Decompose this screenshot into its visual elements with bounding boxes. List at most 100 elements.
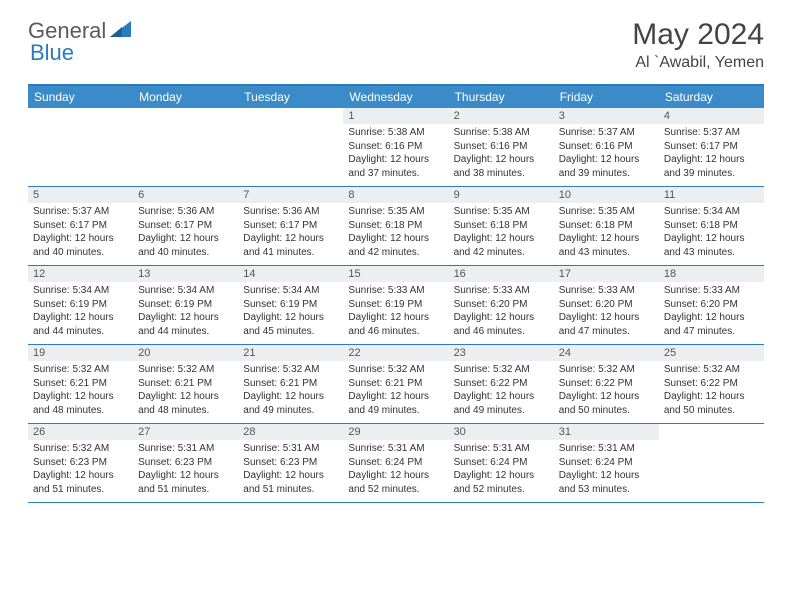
logo-blue-row: Blue (30, 40, 74, 66)
day-number: 8 (343, 187, 448, 203)
day-number: 31 (554, 424, 659, 440)
day-number (133, 108, 238, 112)
day-number: 1 (343, 108, 448, 124)
day-data: Sunrise: 5:38 AMSunset: 6:16 PMDaylight:… (449, 124, 554, 184)
week-row: 12Sunrise: 5:34 AMSunset: 6:19 PMDayligh… (28, 266, 764, 345)
day-data: Sunrise: 5:32 AMSunset: 6:21 PMDaylight:… (133, 361, 238, 421)
day-number: 22 (343, 345, 448, 361)
day-cell: 31Sunrise: 5:31 AMSunset: 6:24 PMDayligh… (554, 424, 659, 502)
day-data: Sunrise: 5:32 AMSunset: 6:22 PMDaylight:… (659, 361, 764, 421)
day-data: Sunrise: 5:33 AMSunset: 6:19 PMDaylight:… (343, 282, 448, 342)
day-number: 27 (133, 424, 238, 440)
day-cell (659, 424, 764, 502)
day-data: Sunrise: 5:32 AMSunset: 6:22 PMDaylight:… (554, 361, 659, 421)
day-number: 2 (449, 108, 554, 124)
day-number: 25 (659, 345, 764, 361)
day-cell: 29Sunrise: 5:31 AMSunset: 6:24 PMDayligh… (343, 424, 448, 502)
day-number: 15 (343, 266, 448, 282)
day-data: Sunrise: 5:32 AMSunset: 6:22 PMDaylight:… (449, 361, 554, 421)
day-data: Sunrise: 5:31 AMSunset: 6:24 PMDaylight:… (554, 440, 659, 500)
day-number: 9 (449, 187, 554, 203)
day-cell: 2Sunrise: 5:38 AMSunset: 6:16 PMDaylight… (449, 108, 554, 186)
day-header-sunday: Sunday (28, 86, 133, 108)
day-data: Sunrise: 5:31 AMSunset: 6:24 PMDaylight:… (343, 440, 448, 500)
day-cell: 5Sunrise: 5:37 AMSunset: 6:17 PMDaylight… (28, 187, 133, 265)
day-cell: 18Sunrise: 5:33 AMSunset: 6:20 PMDayligh… (659, 266, 764, 344)
day-cell: 4Sunrise: 5:37 AMSunset: 6:17 PMDaylight… (659, 108, 764, 186)
day-data: Sunrise: 5:32 AMSunset: 6:21 PMDaylight:… (238, 361, 343, 421)
weeks: 1Sunrise: 5:38 AMSunset: 6:16 PMDaylight… (28, 108, 764, 503)
day-number: 16 (449, 266, 554, 282)
day-data: Sunrise: 5:34 AMSunset: 6:19 PMDaylight:… (238, 282, 343, 342)
day-number (28, 108, 133, 112)
week-row: 5Sunrise: 5:37 AMSunset: 6:17 PMDaylight… (28, 187, 764, 266)
day-cell: 6Sunrise: 5:36 AMSunset: 6:17 PMDaylight… (133, 187, 238, 265)
day-data: Sunrise: 5:32 AMSunset: 6:23 PMDaylight:… (28, 440, 133, 500)
day-data: Sunrise: 5:33 AMSunset: 6:20 PMDaylight:… (554, 282, 659, 342)
day-cell: 22Sunrise: 5:32 AMSunset: 6:21 PMDayligh… (343, 345, 448, 423)
day-cell: 19Sunrise: 5:32 AMSunset: 6:21 PMDayligh… (28, 345, 133, 423)
day-data: Sunrise: 5:36 AMSunset: 6:17 PMDaylight:… (238, 203, 343, 263)
day-number: 11 (659, 187, 764, 203)
day-data: Sunrise: 5:32 AMSunset: 6:21 PMDaylight:… (28, 361, 133, 421)
day-headers: SundayMondayTuesdayWednesdayThursdayFrid… (28, 86, 764, 108)
day-number: 20 (133, 345, 238, 361)
day-number: 30 (449, 424, 554, 440)
day-number (238, 108, 343, 112)
day-header-monday: Monday (133, 86, 238, 108)
day-cell: 20Sunrise: 5:32 AMSunset: 6:21 PMDayligh… (133, 345, 238, 423)
day-cell: 7Sunrise: 5:36 AMSunset: 6:17 PMDaylight… (238, 187, 343, 265)
day-cell: 10Sunrise: 5:35 AMSunset: 6:18 PMDayligh… (554, 187, 659, 265)
day-cell (133, 108, 238, 186)
day-data: Sunrise: 5:33 AMSunset: 6:20 PMDaylight:… (449, 282, 554, 342)
day-number: 7 (238, 187, 343, 203)
day-data: Sunrise: 5:32 AMSunset: 6:21 PMDaylight:… (343, 361, 448, 421)
week-row: 1Sunrise: 5:38 AMSunset: 6:16 PMDaylight… (28, 108, 764, 187)
day-number: 24 (554, 345, 659, 361)
day-number: 23 (449, 345, 554, 361)
day-cell: 15Sunrise: 5:33 AMSunset: 6:19 PMDayligh… (343, 266, 448, 344)
day-cell: 30Sunrise: 5:31 AMSunset: 6:24 PMDayligh… (449, 424, 554, 502)
day-number: 29 (343, 424, 448, 440)
day-cell: 14Sunrise: 5:34 AMSunset: 6:19 PMDayligh… (238, 266, 343, 344)
header: General Blue May 2024 Al `Awabil, Yemen (0, 0, 792, 80)
day-header-wednesday: Wednesday (343, 86, 448, 108)
day-number: 12 (28, 266, 133, 282)
day-data: Sunrise: 5:36 AMSunset: 6:17 PMDaylight:… (133, 203, 238, 263)
day-cell: 12Sunrise: 5:34 AMSunset: 6:19 PMDayligh… (28, 266, 133, 344)
day-cell: 9Sunrise: 5:35 AMSunset: 6:18 PMDaylight… (449, 187, 554, 265)
day-data: Sunrise: 5:34 AMSunset: 6:19 PMDaylight:… (28, 282, 133, 342)
day-number: 13 (133, 266, 238, 282)
day-cell: 28Sunrise: 5:31 AMSunset: 6:23 PMDayligh… (238, 424, 343, 502)
day-number: 14 (238, 266, 343, 282)
day-cell: 21Sunrise: 5:32 AMSunset: 6:21 PMDayligh… (238, 345, 343, 423)
day-number: 26 (28, 424, 133, 440)
day-number: 10 (554, 187, 659, 203)
day-data: Sunrise: 5:33 AMSunset: 6:20 PMDaylight:… (659, 282, 764, 342)
day-number: 6 (133, 187, 238, 203)
day-number: 5 (28, 187, 133, 203)
day-cell (28, 108, 133, 186)
day-data: Sunrise: 5:35 AMSunset: 6:18 PMDaylight:… (449, 203, 554, 263)
day-data: Sunrise: 5:37 AMSunset: 6:17 PMDaylight:… (28, 203, 133, 263)
day-header-friday: Friday (554, 86, 659, 108)
day-number: 3 (554, 108, 659, 124)
day-cell: 26Sunrise: 5:32 AMSunset: 6:23 PMDayligh… (28, 424, 133, 502)
week-row: 26Sunrise: 5:32 AMSunset: 6:23 PMDayligh… (28, 424, 764, 503)
day-header-saturday: Saturday (659, 86, 764, 108)
title-block: May 2024 Al `Awabil, Yemen (632, 18, 764, 72)
day-number: 28 (238, 424, 343, 440)
day-data: Sunrise: 5:31 AMSunset: 6:23 PMDaylight:… (133, 440, 238, 500)
day-data: Sunrise: 5:34 AMSunset: 6:19 PMDaylight:… (133, 282, 238, 342)
week-row: 19Sunrise: 5:32 AMSunset: 6:21 PMDayligh… (28, 345, 764, 424)
day-number (659, 424, 764, 428)
day-data: Sunrise: 5:31 AMSunset: 6:23 PMDaylight:… (238, 440, 343, 500)
logo-text-2: Blue (30, 40, 74, 65)
day-number: 19 (28, 345, 133, 361)
day-data: Sunrise: 5:35 AMSunset: 6:18 PMDaylight:… (343, 203, 448, 263)
day-header-thursday: Thursday (449, 86, 554, 108)
calendar: SundayMondayTuesdayWednesdayThursdayFrid… (28, 84, 764, 503)
day-cell: 13Sunrise: 5:34 AMSunset: 6:19 PMDayligh… (133, 266, 238, 344)
day-number: 17 (554, 266, 659, 282)
day-cell: 23Sunrise: 5:32 AMSunset: 6:22 PMDayligh… (449, 345, 554, 423)
